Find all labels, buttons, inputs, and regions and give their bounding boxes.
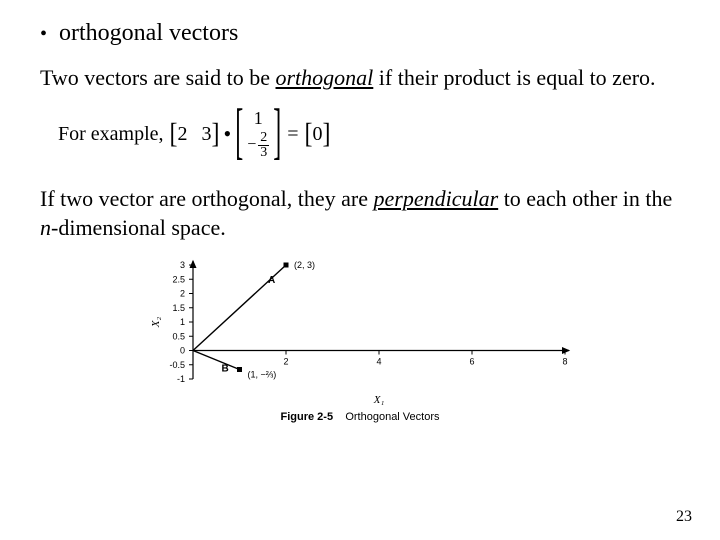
- equation-example: For example, [ 2 3 ] • [ 1 − 2 3 ] = [ 0…: [58, 107, 680, 162]
- svg-text:1: 1: [180, 317, 185, 327]
- svg-text:-1: -1: [177, 374, 185, 384]
- svg-text:2.5: 2.5: [172, 274, 185, 284]
- svg-text:-0.5: -0.5: [169, 360, 185, 370]
- row-vec-0: 2: [178, 123, 188, 146]
- svg-text:(1, −⅔): (1, −⅔): [248, 370, 277, 380]
- equation-label: For example,: [58, 123, 164, 146]
- result-bracket-close: ]: [323, 118, 331, 150]
- page-number: 23: [676, 508, 692, 526]
- svg-text:B: B: [222, 364, 229, 375]
- bracket-close: ]: [212, 118, 220, 150]
- equals: =: [287, 123, 298, 146]
- col-bottom: − 2 3: [247, 131, 269, 160]
- caption-figure: Figure 2-5: [281, 411, 334, 423]
- bullet-dot: •: [40, 23, 47, 45]
- result-bracket-open: [: [305, 118, 313, 150]
- svg-text:3: 3: [180, 260, 185, 270]
- dot-operator: •: [224, 121, 232, 147]
- svg-text:X₂: X₂: [150, 317, 162, 329]
- bracket-open-tall: [: [235, 99, 243, 169]
- bracket-close-tall: ]: [273, 99, 281, 169]
- bullet-title: • orthogonal vectors: [40, 20, 680, 47]
- row-vector: [ 2 3 ]: [170, 121, 220, 148]
- bracket-open: [: [170, 118, 178, 150]
- paragraph-2: If two vector are orthogonal, they are p…: [40, 184, 680, 243]
- col-inner: 1 − 2 3: [243, 107, 273, 162]
- svg-text:1.5: 1.5: [172, 303, 185, 313]
- svg-text:0: 0: [180, 346, 185, 356]
- fraction: 2 3: [258, 131, 269, 160]
- svg-text:2: 2: [283, 357, 288, 367]
- result-value: 0: [313, 123, 323, 146]
- svg-text:6: 6: [469, 357, 474, 367]
- para1-post: if their product is equal to zero.: [373, 65, 655, 90]
- svg-text:X₁: X₁: [373, 394, 385, 406]
- row-vec-1: 3: [202, 123, 212, 146]
- svg-text:8: 8: [562, 357, 567, 367]
- frac-num: 2: [258, 131, 269, 146]
- svg-text:0.5: 0.5: [172, 331, 185, 341]
- frac-den: 3: [258, 146, 269, 160]
- para2-underlined: perpendicular: [374, 186, 499, 211]
- caption-text: Orthogonal Vectors: [345, 411, 439, 423]
- result-vector: [ 0 ]: [305, 121, 331, 148]
- svg-text:A: A: [268, 275, 275, 286]
- svg-text:4: 4: [376, 357, 381, 367]
- para2-post1: to each other in the: [498, 186, 672, 211]
- para2-post2: -dimensional space.: [51, 215, 226, 240]
- caption-space: [336, 411, 342, 423]
- orthogonal-vectors-chart: -1 -0.5 0 0.5 1 1.5 2 2.5 3 2 4 6 8 X₁ X₂ A (2, 3) B (1, −…: [145, 257, 575, 407]
- chart-caption: Figure 2-5 Orthogonal Vectors: [281, 411, 440, 423]
- paragraph-1: Two vectors are said to be orthogonal if…: [40, 63, 680, 93]
- para1-underlined: orthogonal: [276, 65, 374, 90]
- title-text: orthogonal vectors: [59, 20, 238, 46]
- para2-italic-n: n: [40, 215, 51, 240]
- para1-pre: Two vectors are said to be: [40, 65, 276, 90]
- column-vector: [ 1 − 2 3 ]: [235, 107, 281, 162]
- chart-container: -1 -0.5 0 0.5 1 1.5 2 2.5 3 2 4 6 8 X₁ X₂ A (2, 3) B (1, −…: [140, 257, 580, 423]
- para2-pre: If two vector are orthogonal, they are: [40, 186, 374, 211]
- svg-text:2: 2: [180, 289, 185, 299]
- svg-text:(2, 3): (2, 3): [294, 260, 315, 270]
- col-top: 1: [254, 109, 263, 127]
- minus-sign: −: [247, 137, 256, 153]
